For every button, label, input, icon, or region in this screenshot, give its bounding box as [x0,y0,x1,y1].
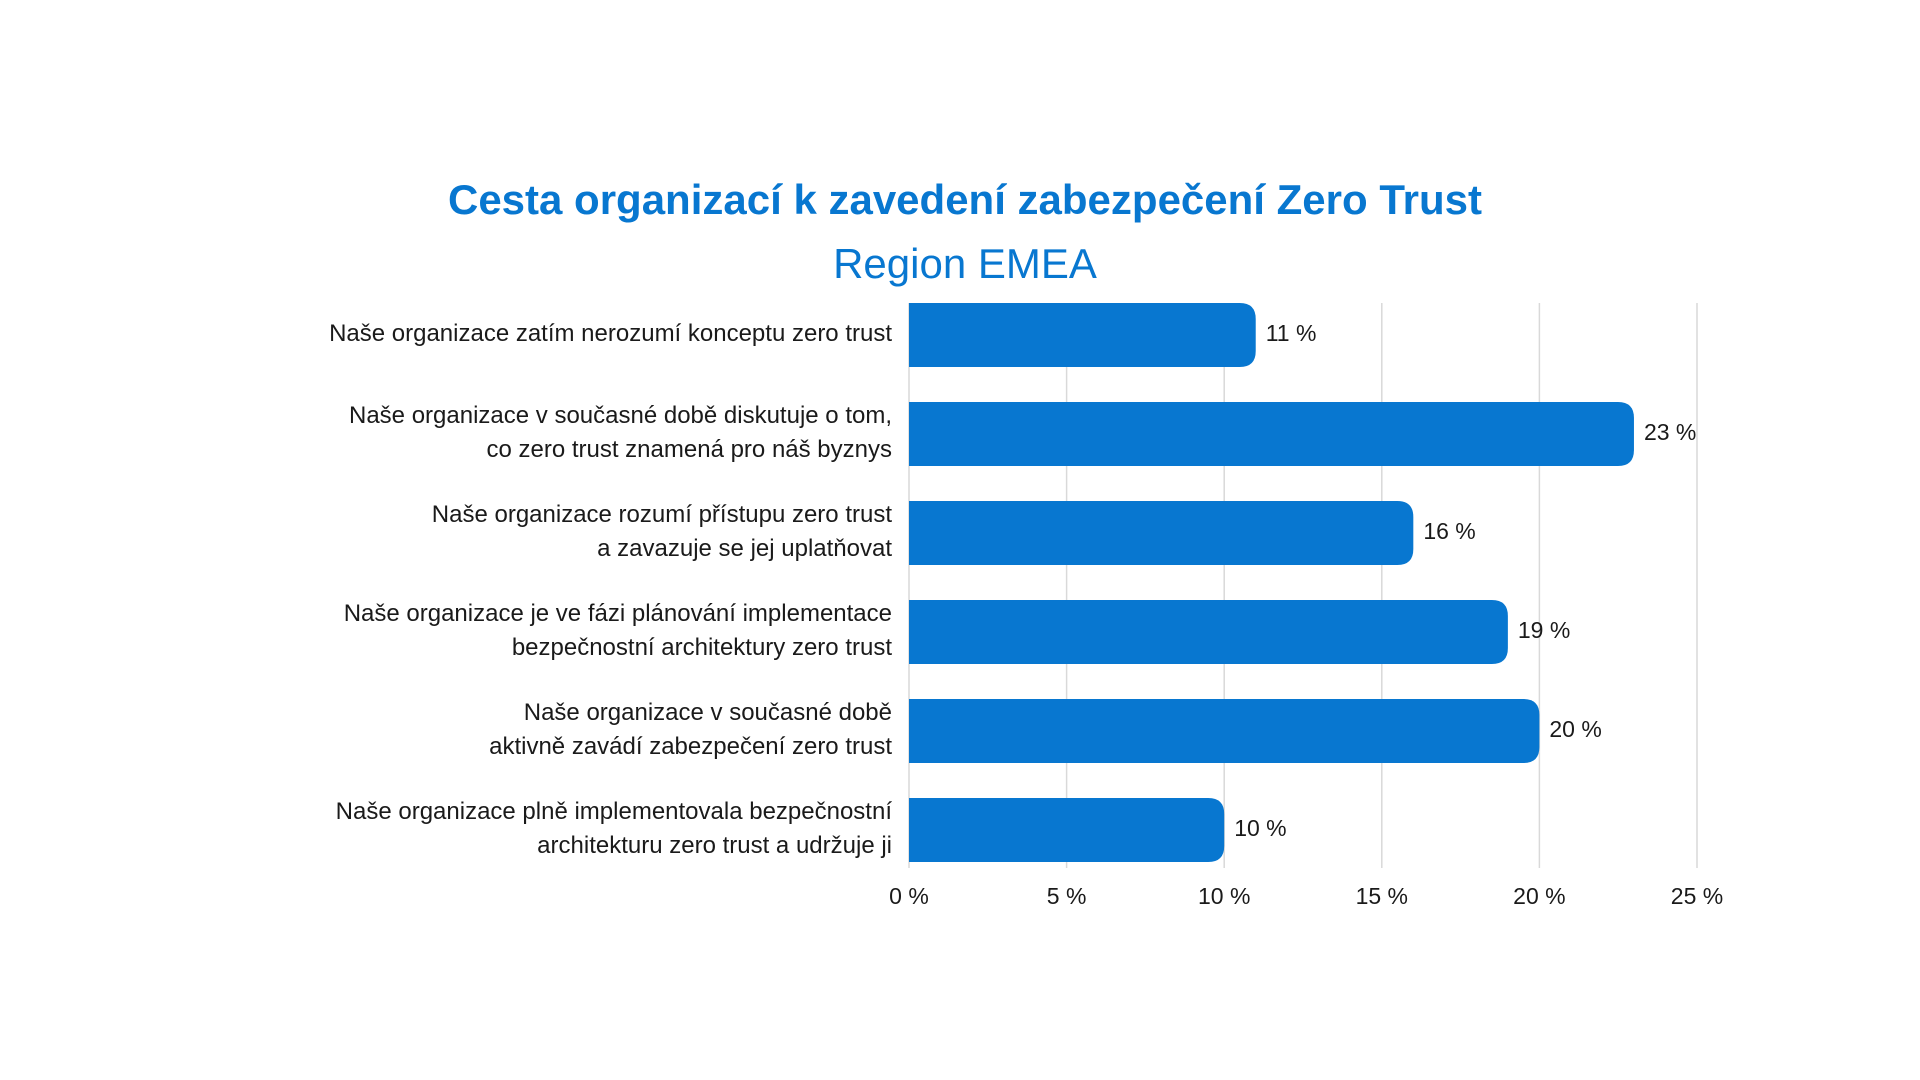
chart-title: Cesta organizací k zavedení zabezpečení … [447,176,1483,223]
data-label: 20 % [1549,716,1601,742]
x-tick-label: 15 % [1356,883,1408,909]
x-tick-label: 20 % [1513,883,1565,909]
bar [909,402,1634,466]
bar [909,501,1414,565]
chart-subtitle: Region EMEA [833,240,1097,287]
x-tick-label: 10 % [1198,883,1250,909]
bar [909,699,1540,763]
category-label: Naše organizace plně implementovala bezp… [336,798,893,859]
x-tick-label: 5 % [1047,883,1087,909]
x-tick-label: 0 % [889,883,929,909]
data-label: 10 % [1234,815,1286,841]
data-label: 23 % [1644,419,1696,445]
bar [909,303,1256,367]
category-label: Naše organizace zatím nerozumí konceptu … [329,320,892,347]
x-tick-label: 25 % [1671,883,1723,909]
bar [909,600,1508,664]
bar [909,798,1225,862]
category-label: Naše organizace v současné době aktivně z… [489,699,892,760]
data-label: 19 % [1518,617,1570,643]
data-label: 11 % [1266,320,1317,346]
category-label: Naše organizace rozumí přístupu zero tru… [432,501,893,562]
category-label: Naše organizace v současné době diskutuj… [349,402,892,463]
data-label: 16 % [1423,518,1475,544]
category-label: Naše organizace je ve fázi plánování imp… [344,600,893,661]
